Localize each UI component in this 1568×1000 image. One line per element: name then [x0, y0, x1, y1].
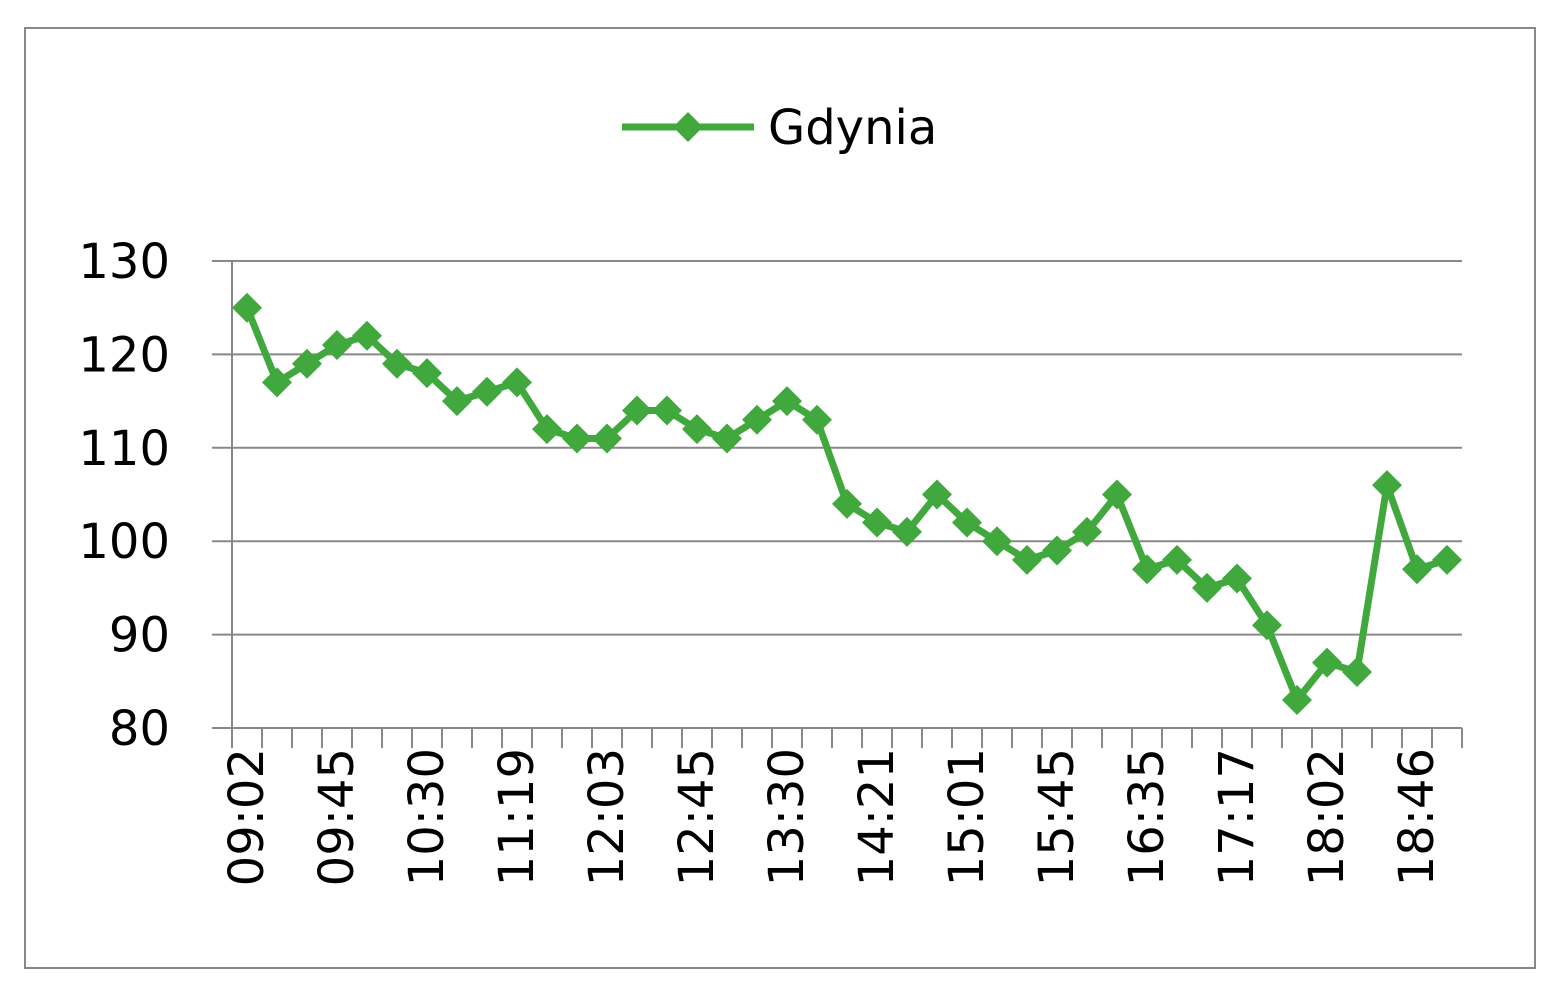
y-tick-label: 130 [78, 234, 170, 290]
marker [502, 367, 532, 398]
marker [1042, 535, 1072, 566]
x-tick-label: 10:30 [399, 748, 455, 886]
marker [232, 292, 262, 323]
y-tick-label: 80 [109, 701, 170, 757]
marker [862, 507, 892, 538]
marker [622, 395, 652, 426]
x-tick-label: 16:35 [1119, 748, 1175, 886]
marker [292, 348, 322, 379]
marker [892, 516, 922, 547]
y-tick-label: 100 [78, 514, 170, 570]
marker [682, 414, 712, 445]
x-tick-label: 12:45 [669, 748, 725, 886]
marker [742, 404, 772, 435]
marker [1342, 656, 1372, 687]
x-tick-label: 13:30 [759, 748, 815, 886]
marker [1192, 572, 1222, 603]
marker [1252, 610, 1282, 641]
marker [952, 507, 982, 538]
x-tick-label: 18:46 [1389, 748, 1445, 886]
marker [1402, 554, 1432, 585]
marker [772, 386, 802, 417]
y-tick-label: 110 [78, 421, 170, 477]
marker [262, 367, 292, 398]
x-tick-label: 09:02 [219, 748, 275, 886]
marker [382, 348, 412, 379]
marker [592, 423, 622, 454]
marker [352, 320, 382, 351]
x-tick-label: 14:21 [849, 748, 905, 886]
marker [1282, 684, 1312, 715]
y-tick-label: 90 [109, 608, 170, 664]
marker [982, 526, 1012, 557]
marker [1072, 516, 1102, 547]
marker [442, 386, 472, 417]
x-tick-label: 15:01 [939, 748, 995, 886]
marker [1222, 563, 1252, 594]
marker [832, 488, 862, 519]
x-tick-label: 12:03 [579, 748, 635, 886]
marker [712, 423, 742, 454]
marker [1132, 554, 1162, 585]
marker [652, 395, 682, 426]
x-tick-label: 15:45 [1029, 748, 1085, 886]
x-tick-label: 11:19 [489, 748, 545, 886]
legend-label: Gdynia [768, 100, 937, 156]
marker [922, 479, 952, 510]
y-tick-label: 120 [78, 327, 170, 383]
marker [1372, 470, 1402, 501]
marker [802, 404, 832, 435]
marker [412, 358, 442, 389]
marker [322, 330, 352, 361]
marker [562, 423, 592, 454]
x-tick-label: 09:45 [309, 748, 365, 886]
legend-marker [673, 112, 703, 142]
chart-border [24, 27, 1536, 969]
marker [1432, 544, 1462, 575]
marker [472, 376, 502, 407]
x-tick-label: 17:17 [1209, 748, 1265, 886]
marker [1312, 647, 1342, 678]
x-tick-label: 18:02 [1299, 748, 1355, 886]
marker [1162, 544, 1192, 575]
marker [1012, 544, 1042, 575]
marker [1102, 479, 1132, 510]
marker [532, 414, 562, 445]
